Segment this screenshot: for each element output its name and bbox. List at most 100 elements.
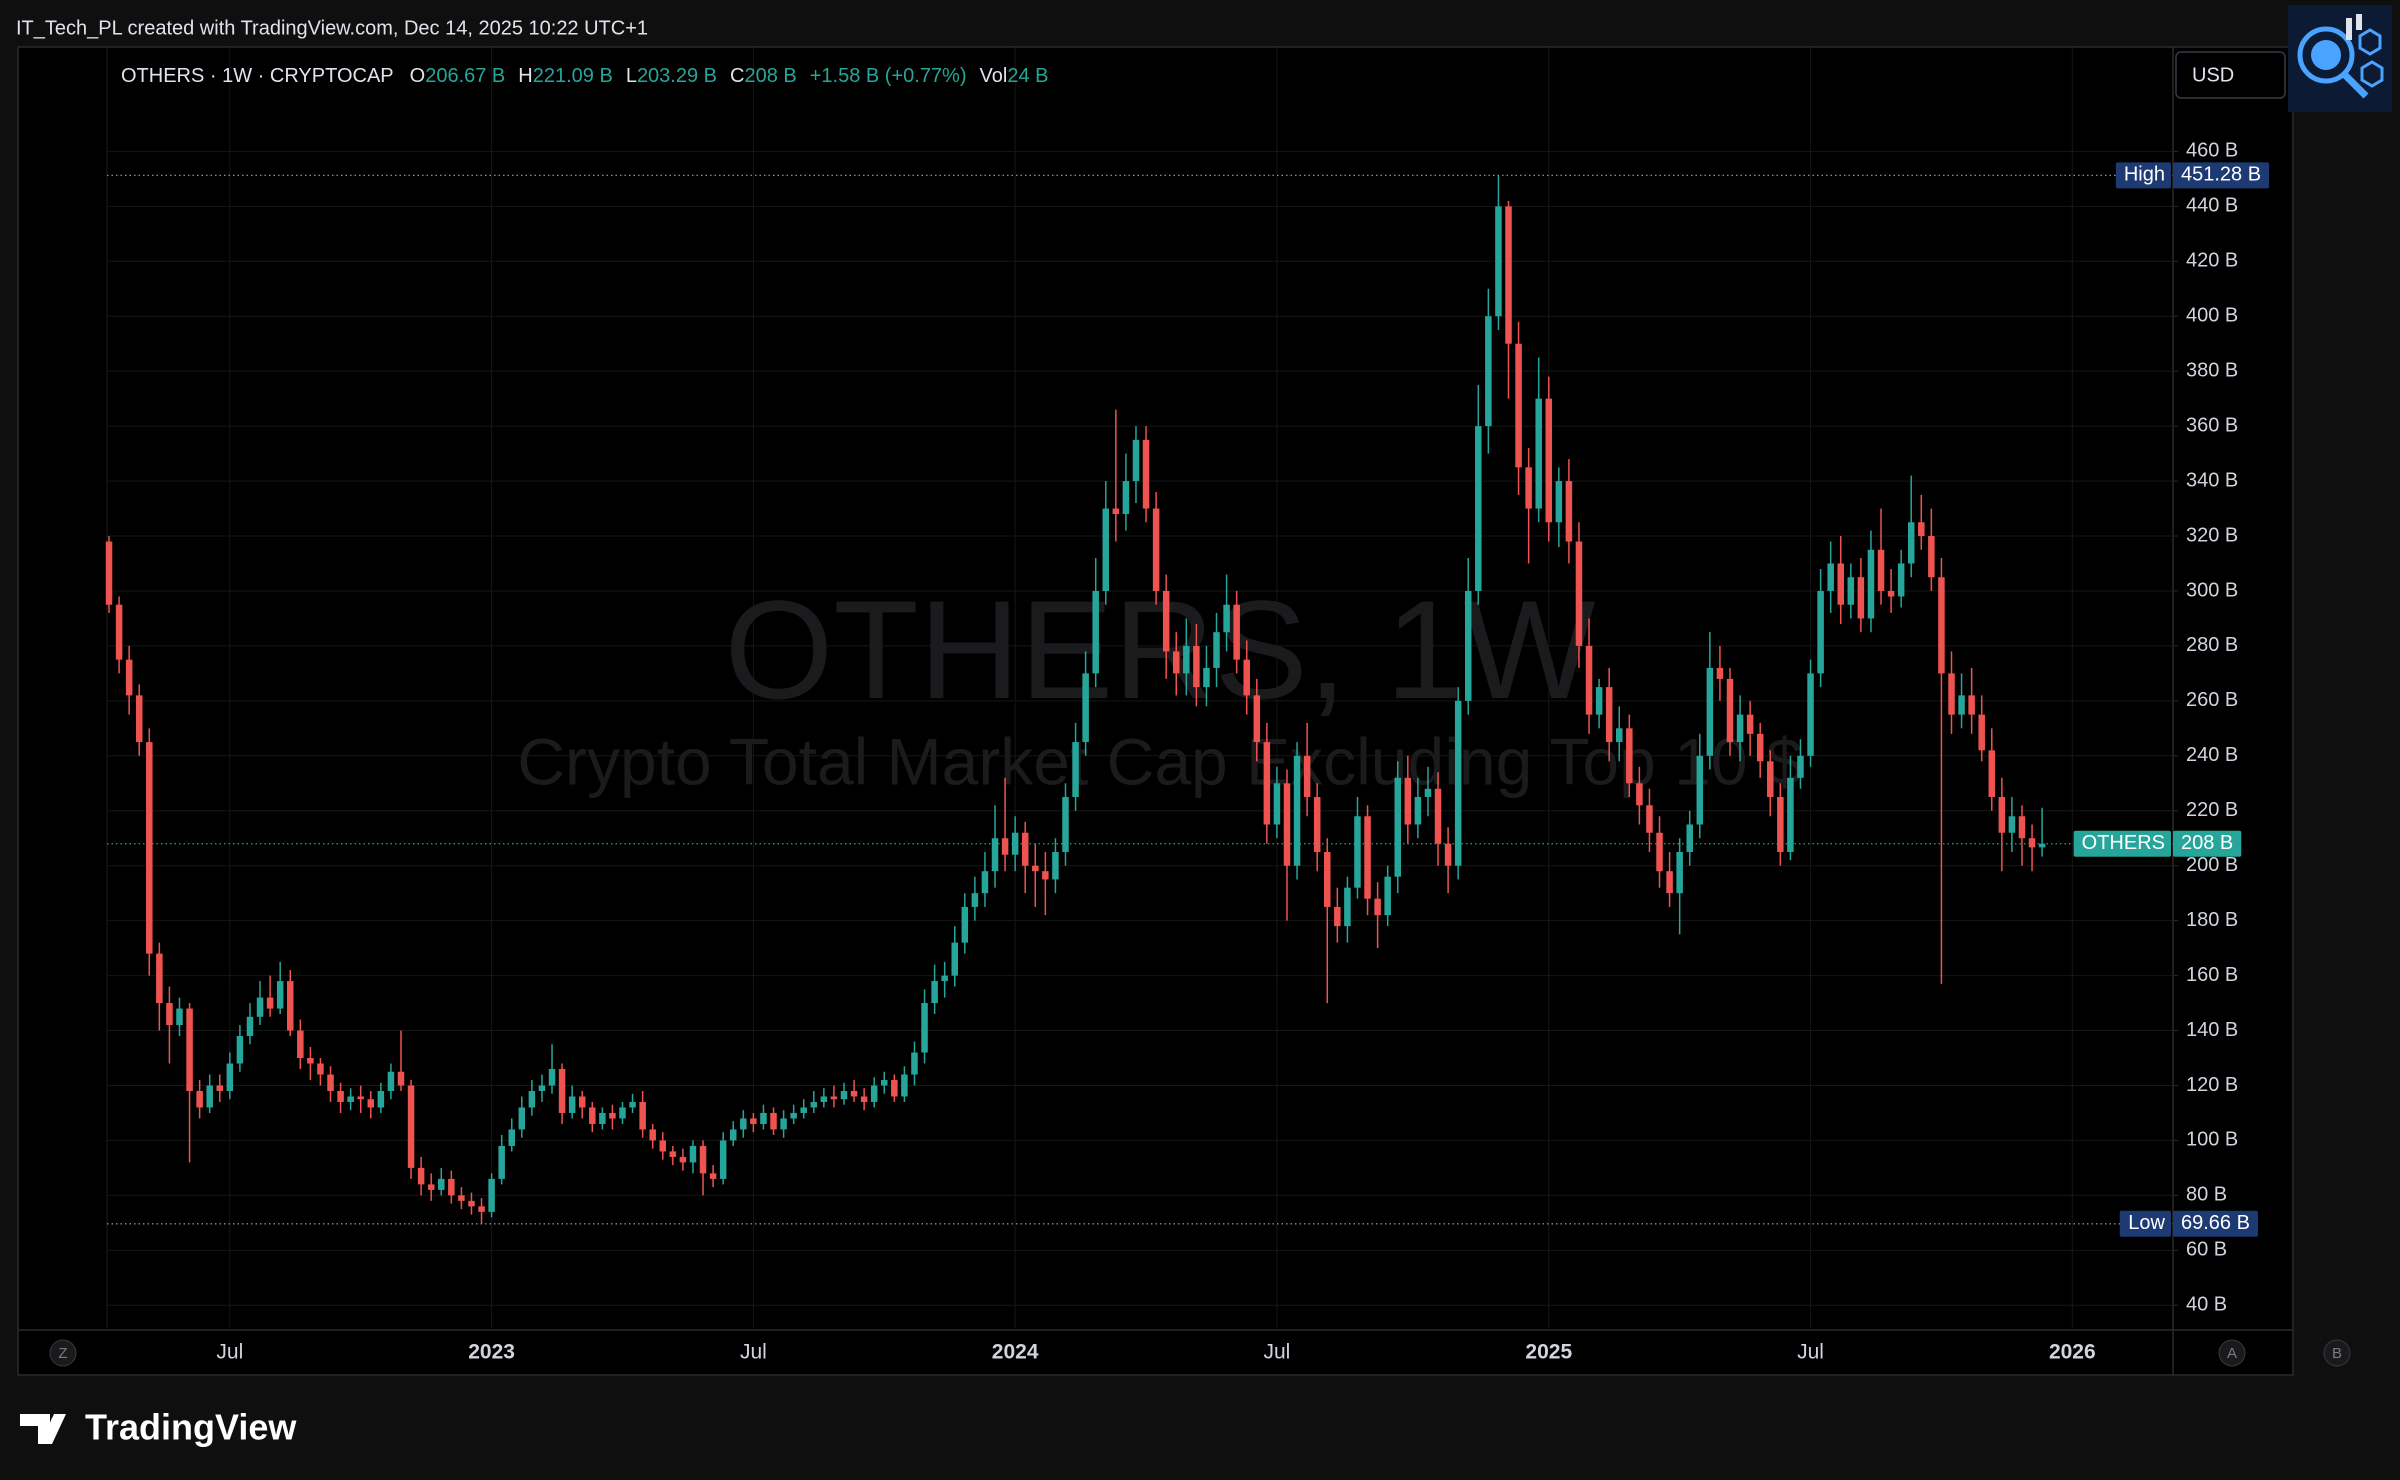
candle-body bbox=[1827, 563, 1834, 591]
candle-body bbox=[1525, 467, 1532, 509]
y-tick-label: 380 B bbox=[2186, 359, 2238, 381]
axis-button-label[interactable]: A bbox=[2227, 1345, 2237, 1362]
logo-handle bbox=[2341, 71, 2369, 99]
candle-body bbox=[1726, 678, 1734, 743]
price-name-box bbox=[2115, 162, 2171, 189]
candle-body bbox=[1243, 659, 1250, 696]
candle-body bbox=[1172, 651, 1180, 674]
currency-button[interactable]: USD bbox=[2175, 51, 2286, 99]
candle-body bbox=[951, 942, 958, 976]
candle-body bbox=[1122, 481, 1130, 515]
candle-body bbox=[1263, 742, 1271, 825]
axis-button-label[interactable]: B bbox=[2332, 1345, 2342, 1362]
candle-body bbox=[367, 1099, 375, 1108]
legend-value: 208 B bbox=[744, 65, 796, 87]
candle-body bbox=[397, 1071, 405, 1086]
candle-body bbox=[468, 1200, 475, 1207]
price-name-label: Low bbox=[2128, 1212, 2165, 1234]
candle-body bbox=[1475, 426, 1482, 591]
candle-body bbox=[891, 1079, 898, 1097]
candle-body bbox=[870, 1085, 878, 1102]
chart-pane bbox=[17, 46, 2294, 1376]
x-tick-label: 2025 bbox=[1525, 1341, 1572, 1364]
currency-button-box[interactable] bbox=[2175, 51, 2286, 99]
axis-button[interactable]: A bbox=[2218, 1339, 2246, 1367]
price-name-label: High bbox=[2124, 164, 2165, 186]
candle-body bbox=[568, 1096, 576, 1113]
legend-key: Vol bbox=[980, 65, 1008, 87]
y-tick-label: 440 B bbox=[2186, 195, 2238, 217]
candle-body bbox=[2038, 843, 2046, 848]
candle-body bbox=[1142, 439, 1150, 509]
candle-body bbox=[1716, 667, 1724, 679]
candle-body bbox=[1736, 714, 1744, 743]
candle-body bbox=[1615, 728, 1623, 743]
x-tick-label: 2023 bbox=[468, 1341, 515, 1364]
candle-body bbox=[860, 1096, 868, 1102]
candle-body bbox=[991, 838, 999, 872]
candle-body bbox=[639, 1101, 646, 1130]
x-tick-label: Jul bbox=[216, 1341, 243, 1364]
x-tick-label: 2026 bbox=[2049, 1341, 2096, 1364]
candle-body bbox=[679, 1156, 687, 1163]
candle-body bbox=[881, 1079, 888, 1086]
candle-body bbox=[1082, 673, 1089, 743]
price-value-box bbox=[2173, 830, 2242, 857]
candle-body bbox=[1324, 851, 1331, 907]
legend-change: +1.58 B (+0.77%) bbox=[810, 65, 967, 87]
legend-value: 221.09 B bbox=[533, 65, 613, 87]
y-tick-label: 340 B bbox=[2186, 469, 2238, 491]
price-value-label: 451.28 B bbox=[2181, 164, 2261, 186]
currency-label[interactable]: USD bbox=[2192, 64, 2234, 86]
axis-button-circle[interactable] bbox=[49, 1339, 77, 1367]
candle-body bbox=[1978, 714, 1985, 751]
candle-body bbox=[1767, 761, 1774, 798]
candle-body bbox=[1434, 788, 1442, 844]
price-value-label: 208 B bbox=[2181, 832, 2233, 854]
candle-body bbox=[115, 604, 123, 660]
candle-body bbox=[1001, 838, 1009, 855]
candle-body bbox=[1303, 755, 1311, 798]
candle-body bbox=[820, 1096, 828, 1102]
candle-body bbox=[1052, 851, 1059, 880]
y-tick-label: 80 B bbox=[2186, 1184, 2227, 1206]
candle-body bbox=[619, 1107, 626, 1119]
candle-body bbox=[1897, 563, 1905, 597]
candle-body bbox=[921, 1003, 928, 1053]
candle-body bbox=[1042, 871, 1049, 880]
candle-body bbox=[599, 1112, 606, 1124]
candle-body bbox=[528, 1090, 536, 1108]
axis-button[interactable]: B bbox=[2323, 1339, 2351, 1367]
candle-body bbox=[719, 1140, 727, 1179]
candle-body bbox=[1837, 563, 1844, 605]
logo-hex bbox=[2358, 28, 2382, 56]
candle-body bbox=[105, 541, 113, 605]
candle-body bbox=[146, 742, 153, 954]
y-tick-label: 100 B bbox=[2186, 1129, 2238, 1151]
candle-body bbox=[1273, 783, 1281, 825]
candle-body bbox=[2018, 816, 2026, 839]
axis-button[interactable]: Z bbox=[49, 1339, 77, 1367]
candle-body bbox=[2008, 816, 2016, 833]
axis-button-circle[interactable] bbox=[2323, 1339, 2351, 1367]
candle-body bbox=[1344, 887, 1351, 927]
y-tick-label: 360 B bbox=[2186, 414, 2238, 436]
candle-body bbox=[1968, 695, 1975, 715]
candle-body bbox=[166, 1003, 173, 1026]
candle-body bbox=[558, 1069, 566, 1113]
candle-body bbox=[307, 1058, 314, 1064]
candle-body bbox=[1505, 206, 1512, 344]
candle-body bbox=[609, 1112, 616, 1119]
price-value-label: 69.66 B bbox=[2181, 1212, 2250, 1234]
axis-button-label[interactable]: Z bbox=[58, 1345, 67, 1362]
price-value-box bbox=[2173, 162, 2270, 189]
candle-body bbox=[1938, 577, 1945, 674]
candle-body bbox=[236, 1036, 244, 1064]
candles bbox=[105, 175, 2046, 1224]
watermark-text: Crypto Total Market Cap Excluding Top 10… bbox=[517, 724, 1802, 798]
candle-body bbox=[1646, 805, 1653, 833]
candle-body bbox=[689, 1145, 697, 1163]
candle-body bbox=[1907, 522, 1915, 564]
axis-button-circle[interactable] bbox=[2218, 1339, 2246, 1367]
